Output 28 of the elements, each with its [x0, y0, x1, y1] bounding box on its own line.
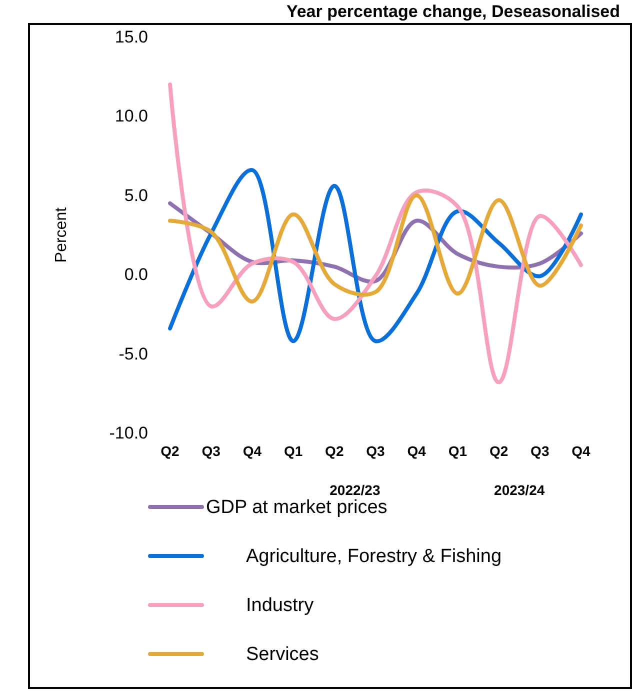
legend-label: Services	[246, 644, 319, 665]
x-tick-label: Q3	[530, 442, 550, 459]
x-tick-label: Q4	[242, 442, 262, 459]
y-tick-label: -10.0	[109, 423, 148, 442]
line-series	[168, 193, 583, 304]
legend-label: Industry	[246, 595, 314, 616]
x-tick-label: Q2	[489, 442, 508, 459]
y-tick-label: 5.0	[124, 186, 148, 205]
x-tick-label: Q4	[572, 442, 591, 459]
legend-label: GDP at market prices	[206, 497, 388, 518]
line-series	[168, 82, 583, 384]
y-tick-label: 0.0	[124, 265, 148, 284]
y-axis-title: Percent	[53, 206, 70, 263]
chart-title: Year percentage change, Deseasonalised	[286, 2, 620, 21]
x-tick-label: Q1	[448, 442, 468, 459]
x-tick-label: Q1	[284, 442, 303, 459]
y-tick-label: 10.0	[114, 106, 148, 126]
x-tick-label: Q3	[202, 442, 221, 459]
x-tick-label: Q2	[325, 442, 344, 459]
text: 2023/24	[494, 482, 545, 498]
x-tick-label: Q2	[160, 442, 180, 459]
x-tick-label: Q4	[407, 442, 426, 459]
text: 2022/23	[330, 482, 380, 498]
legend-label: Agriculture, Forestry & Fishing	[246, 546, 502, 567]
line-series	[168, 168, 583, 344]
x-tick-label: Q3	[366, 442, 386, 459]
y-tick-label: -5.0	[118, 344, 148, 364]
y-tick-label: 15.0	[114, 27, 148, 46]
